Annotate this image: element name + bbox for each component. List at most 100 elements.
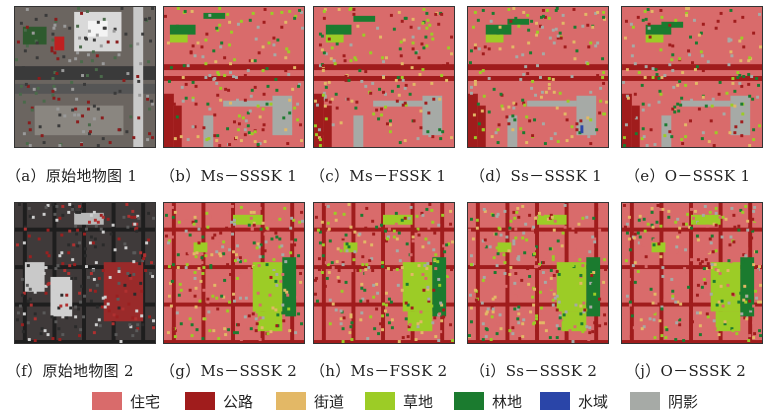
map-speckle (548, 336, 552, 340)
map-speckle (72, 243, 76, 247)
map-speckle (713, 263, 717, 267)
map-speckle (164, 14, 167, 18)
map-speckle (556, 239, 560, 243)
map-speckle (173, 329, 177, 333)
map-speckle (243, 259, 247, 263)
map-speckle (649, 287, 653, 291)
panel-a-original-image-1 (14, 6, 156, 148)
map-speckle (744, 300, 748, 304)
map-speckle (703, 204, 707, 208)
map-speckle (268, 293, 272, 297)
map-speckle (591, 235, 595, 239)
map-speckle (28, 128, 32, 132)
map-speckle (381, 56, 384, 60)
map-speckle (243, 315, 247, 319)
map-speckle (246, 326, 250, 330)
map-speckle (126, 272, 130, 275)
map-speckle (640, 137, 644, 141)
map-speckle (660, 243, 664, 247)
map-speckle (210, 253, 214, 257)
map-speckle (585, 215, 589, 219)
map-speckle (661, 266, 665, 270)
map-speckle (482, 207, 486, 211)
map-speckle (531, 227, 535, 231)
map-speckle (278, 217, 282, 221)
map-speckle (288, 98, 292, 102)
map-speckle (23, 28, 27, 32)
map-speckle (253, 85, 257, 89)
map-highway (477, 105, 486, 147)
map-speckle (361, 297, 365, 301)
map-speckle (33, 290, 37, 294)
map-speckle (232, 250, 235, 254)
map-speckle (179, 135, 183, 139)
map-speckle (131, 334, 135, 338)
map-speckle (211, 238, 215, 242)
map-speckle (716, 19, 720, 23)
map-speckle (676, 235, 680, 239)
map-speckle (549, 286, 553, 290)
map-speckle (398, 259, 402, 263)
map-speckle (416, 322, 420, 326)
map-speckle (228, 143, 232, 147)
map-grass (343, 242, 358, 253)
map-speckle (217, 337, 221, 341)
map-speckle (524, 65, 528, 69)
map-speckle (696, 221, 700, 225)
map-speckle (737, 206, 741, 210)
map-speckle (628, 300, 632, 304)
map-speckle (525, 238, 529, 242)
map-speckle (436, 260, 440, 264)
map-speckle (660, 334, 664, 338)
map-speckle (706, 262, 710, 266)
map-speckle (684, 123, 688, 127)
map-speckle (384, 105, 387, 109)
map-speckle (227, 294, 231, 298)
map-speckle (329, 57, 333, 61)
map-grass (715, 311, 741, 332)
map-speckle (638, 235, 642, 239)
map-speckle (491, 11, 495, 15)
map-speckle (434, 335, 438, 339)
map-speckle (293, 243, 297, 247)
map-speckle (288, 329, 292, 333)
map-speckle (50, 46, 54, 50)
map-speckle (591, 25, 595, 29)
map-speckle (414, 229, 418, 233)
map-speckle (478, 71, 482, 75)
map-speckle (513, 118, 517, 122)
map-speckle (151, 7, 155, 10)
map-speckle (448, 273, 452, 276)
map-speckle (117, 306, 121, 310)
map-speckle (693, 68, 697, 72)
map-speckle (389, 268, 393, 272)
map-road (505, 203, 510, 343)
map-speckle (584, 12, 588, 16)
map-speckle (744, 254, 748, 258)
map-speckle (435, 271, 439, 274)
map-speckle (412, 119, 416, 123)
map-speckle (250, 227, 254, 231)
map-speckle (330, 261, 334, 265)
classification-map-c (314, 7, 454, 147)
map-speckle (528, 254, 532, 258)
map-speckle (215, 26, 219, 30)
map-highway (173, 105, 182, 147)
map-grass (485, 34, 504, 43)
map-speckle (101, 215, 105, 219)
map-speckle (483, 209, 487, 213)
map-speckle (587, 338, 591, 342)
map-speckle (419, 109, 423, 113)
map-speckle (137, 216, 141, 220)
map-speckle (428, 134, 432, 138)
map-speckle (732, 213, 736, 217)
map-speckle (483, 238, 487, 242)
map-speckle (77, 113, 81, 117)
map-speckle (94, 323, 98, 327)
map-speckle (485, 310, 489, 314)
map-speckle (83, 294, 86, 298)
map-speckle (364, 84, 368, 88)
map-speckle (552, 228, 556, 232)
legend-label: 水域 (578, 392, 609, 411)
map-speckle (318, 230, 322, 234)
